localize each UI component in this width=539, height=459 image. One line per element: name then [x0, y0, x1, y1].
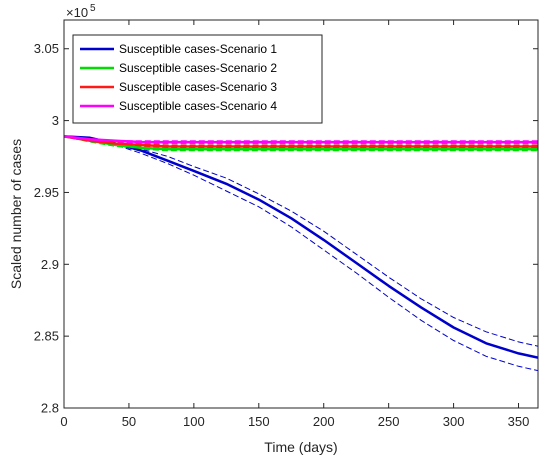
- legend-label-4: Susceptible cases-Scenario 4: [119, 99, 277, 113]
- x-axis-label: Time (days): [264, 439, 337, 455]
- x-tick-label: 100: [183, 414, 205, 429]
- series-1-line: [64, 135, 538, 359]
- series-3-line: [64, 135, 538, 148]
- y-tick-label: 3: [52, 113, 59, 128]
- y-axis: 2.8 2.85 2.9 2.95 3 3.05: [34, 41, 538, 416]
- series-1-lower-band: [64, 135, 538, 372]
- legend: Susceptible cases-Scenario 1 Susceptible …: [72, 34, 323, 124]
- x-tick-label: 350: [508, 414, 530, 429]
- y-tick-label: 2.9: [41, 257, 59, 272]
- x-tick-label: 250: [378, 414, 400, 429]
- x-tick-label: 50: [122, 414, 136, 429]
- legend-label-1: Susceptible cases-Scenario 1: [119, 42, 277, 56]
- x-tick-label: 150: [248, 414, 270, 429]
- y-tick-label: 3.05: [34, 41, 59, 56]
- x-tick-label: 200: [313, 414, 335, 429]
- x-axis: 0 50 100 150 200 250 300 350: [60, 20, 529, 429]
- y-axis-label: Scaled number of cases: [8, 139, 24, 289]
- x-tick-label: 0: [60, 414, 67, 429]
- series-lines: [64, 135, 538, 359]
- series-4-line: [64, 135, 538, 144]
- legend-label-2: Susceptible cases-Scenario 2: [119, 61, 277, 75]
- y-exponent-power: 5: [90, 3, 96, 14]
- y-tick-label: 2.95: [34, 185, 59, 200]
- legend-box: [72, 34, 323, 124]
- y-tick-label: 2.85: [34, 329, 59, 344]
- y-exponent-base: ×10: [66, 5, 88, 20]
- y-tick-label: 2.8: [41, 401, 59, 416]
- x-tick-label: 300: [443, 414, 465, 429]
- series-2-lower-band: [64, 135, 538, 152]
- legend-label-3: Susceptible cases-Scenario 3: [119, 80, 277, 94]
- plot-frame: [63, 19, 539, 409]
